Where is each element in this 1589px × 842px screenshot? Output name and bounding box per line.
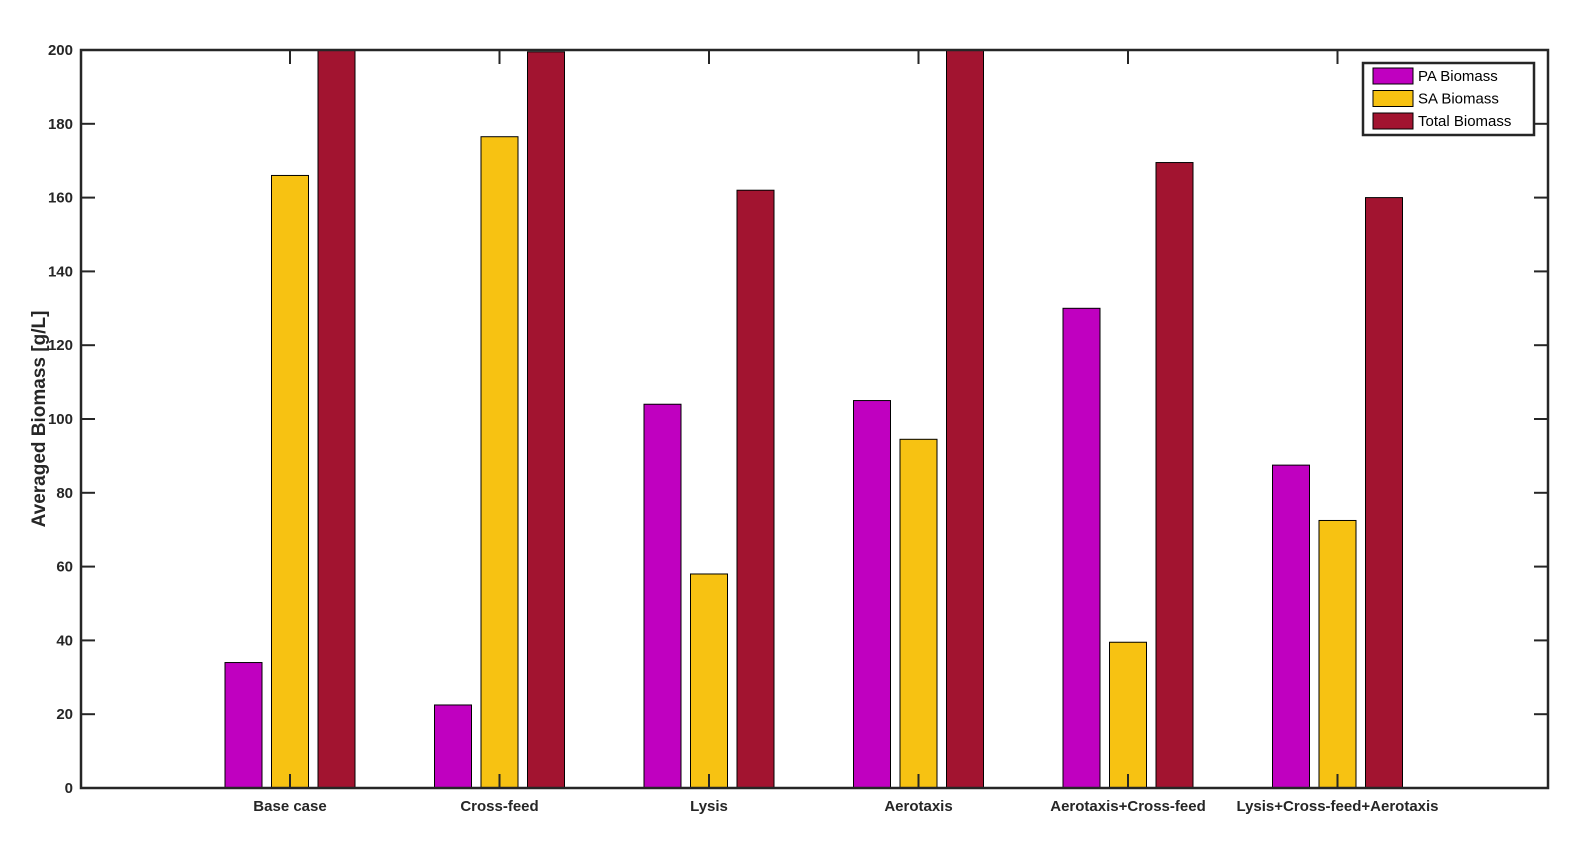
y-tick-label: 100 (48, 411, 73, 428)
x-tick-label: Aerotaxis (884, 798, 952, 815)
bar-sa-biomass-1 (480, 136, 519, 789)
x-tick-label: Base case (253, 798, 326, 815)
bar-pa-biomass-0 (224, 662, 263, 789)
y-tick-label: 40 (56, 632, 73, 649)
y-tick-label: 60 (56, 559, 73, 576)
bar-total-biomass-4 (1155, 162, 1194, 789)
y-tick-label: 200 (48, 42, 73, 59)
bar-pa-biomass-3 (853, 400, 891, 789)
y-tick-label: 20 (56, 706, 73, 723)
bar-sa-biomass-3 (899, 438, 938, 789)
plot-frame (79, 48, 1550, 790)
y-tick-label: 160 (48, 190, 73, 207)
y-tick-label: 80 (56, 485, 73, 502)
y-tick-label: 180 (48, 116, 73, 133)
legend-label-pa-biomass: PA Biomass (1418, 68, 1498, 85)
y-tick-label: 140 (48, 263, 73, 280)
bar-total-biomass-0 (317, 49, 356, 789)
legend-swatch-total-biomass (1372, 112, 1414, 130)
x-tick-label: Aerotaxis+Cross-feed (1050, 798, 1205, 815)
y-tick-label: 120 (48, 337, 73, 354)
legend: PA Biomass SA Biomass Total Biomass (1361, 61, 1536, 137)
legend-swatch-pa-biomass (1372, 67, 1414, 85)
legend-label-sa-biomass: SA Biomass (1418, 91, 1499, 108)
bars-layer (224, 49, 1403, 789)
bar-total-biomass-5 (1365, 197, 1403, 789)
bar-sa-biomass-5 (1318, 519, 1357, 789)
bar-pa-biomass-2 (643, 403, 682, 789)
x-tick-label: Cross-feed (460, 798, 538, 815)
bar-pa-biomass-4 (1062, 307, 1101, 789)
bar-total-biomass-3 (946, 49, 984, 789)
x-tick-label: Lysis+Cross-feed+Aerotaxis (1236, 798, 1438, 815)
bar-sa-biomass-4 (1109, 641, 1147, 789)
legend-label-total-biomass: Total Biomass (1418, 113, 1511, 130)
ticks-layer: 0 20 40 60 80 100 120 140 160 180 200 Base case Cros… (48, 42, 1548, 815)
bar-sa-biomass-0 (271, 174, 309, 789)
bar-sa-biomass-2 (690, 573, 728, 789)
legend-swatch-sa-biomass (1372, 90, 1414, 107)
x-tick-label: Lysis (690, 798, 728, 815)
bar-total-biomass-2 (736, 189, 775, 789)
bar-pa-biomass-5 (1272, 464, 1310, 789)
bar-pa-biomass-1 (434, 704, 472, 789)
bar-total-biomass-1 (527, 51, 565, 789)
y-axis-title: Averaged Biomass [g/L] (29, 311, 50, 528)
y-tick-label: 0 (65, 780, 73, 797)
